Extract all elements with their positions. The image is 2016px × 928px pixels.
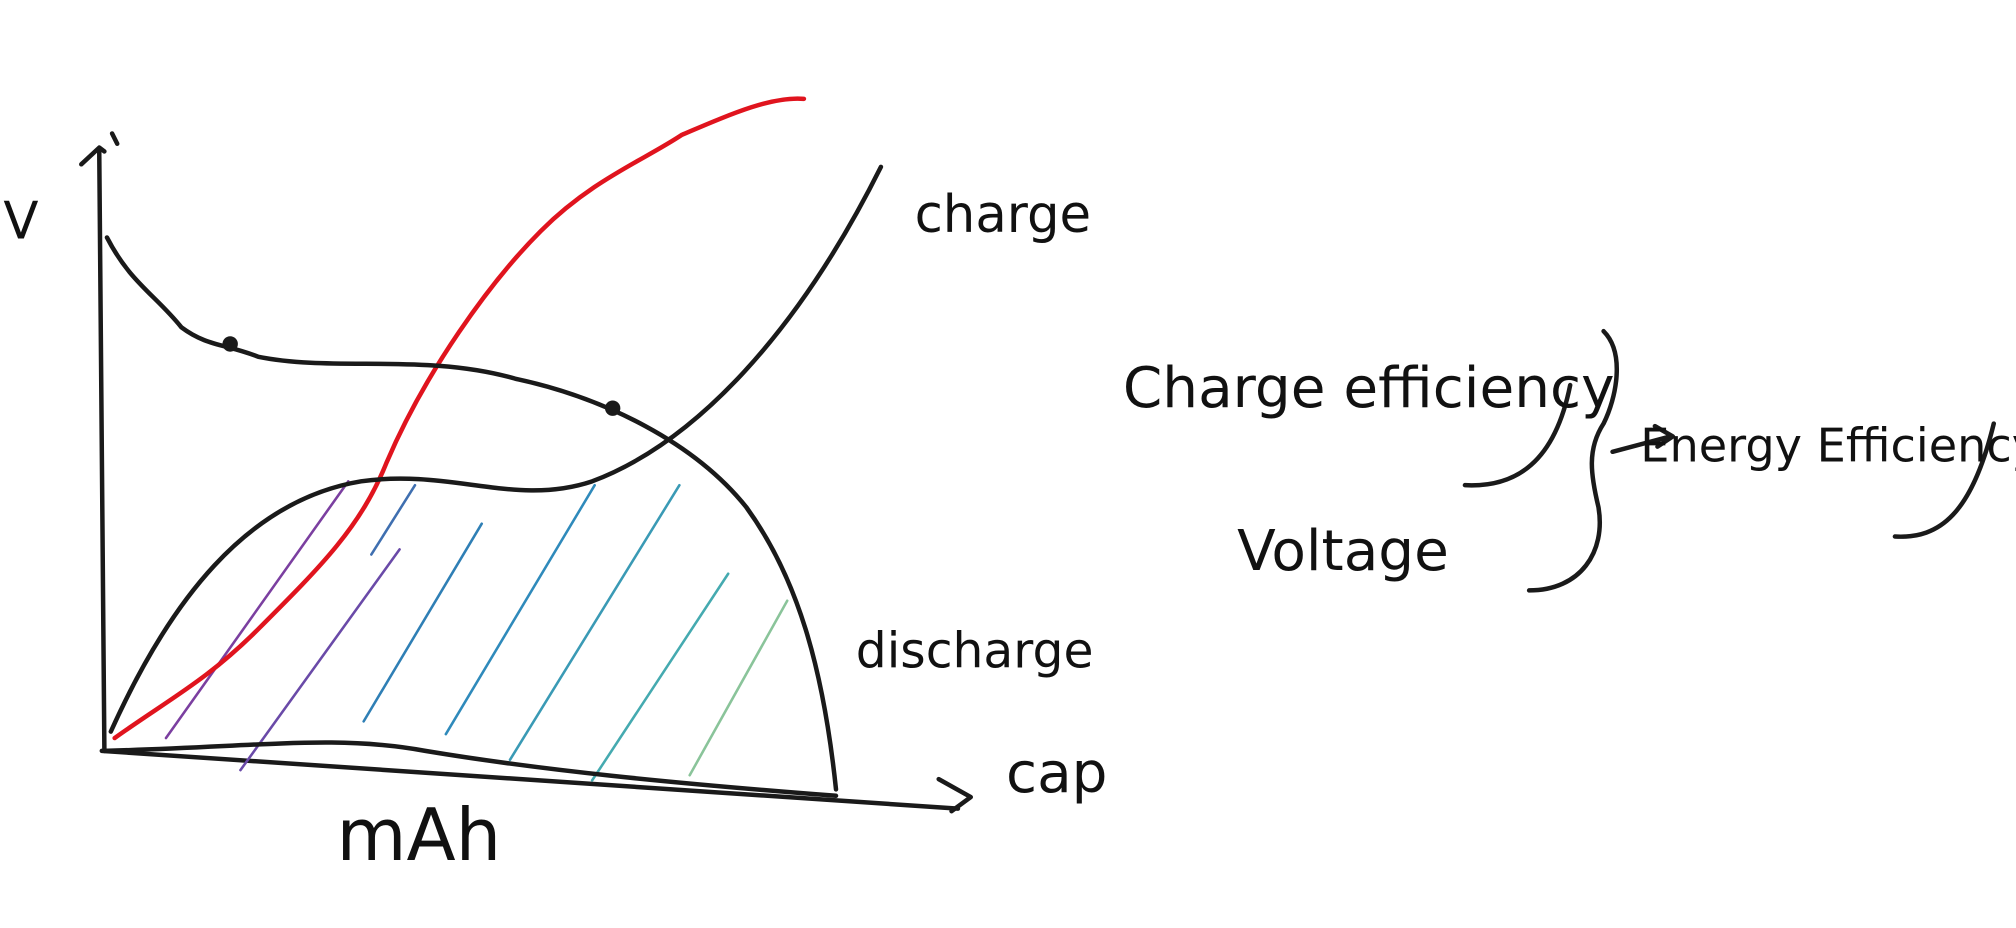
x-axis-label: cap: [1006, 741, 1108, 806]
x-axis: [99, 748, 961, 811]
discharge-label: discharge: [856, 623, 1094, 680]
bottom-curve: [102, 740, 839, 799]
y-axis-label: V: [3, 192, 38, 252]
underline-stroke: [1892, 421, 1997, 539]
axes: [79, 131, 974, 814]
charge-efficiency-label: Charge efficiency: [1123, 356, 1615, 421]
point: [604, 400, 621, 416]
red-curve: [112, 96, 807, 741]
charge-curve: [108, 164, 884, 734]
x-axis-arrow: [936, 776, 974, 814]
discharge-curve: [104, 235, 839, 792]
brace: [1526, 328, 1620, 593]
y-axis: [97, 149, 107, 754]
charge-label: charge: [915, 185, 1092, 245]
energy-efficiency-label: Energy Efficiency: [1640, 419, 2016, 473]
point: [222, 336, 238, 352]
hatching: [164, 480, 789, 782]
voltage-label: Voltage: [1237, 519, 1449, 584]
y-axis-arrow: [79, 131, 120, 167]
x-unit-label: mAh: [337, 793, 502, 877]
underline-stroke: [1462, 382, 1573, 488]
arrow: [1610, 423, 1676, 455]
